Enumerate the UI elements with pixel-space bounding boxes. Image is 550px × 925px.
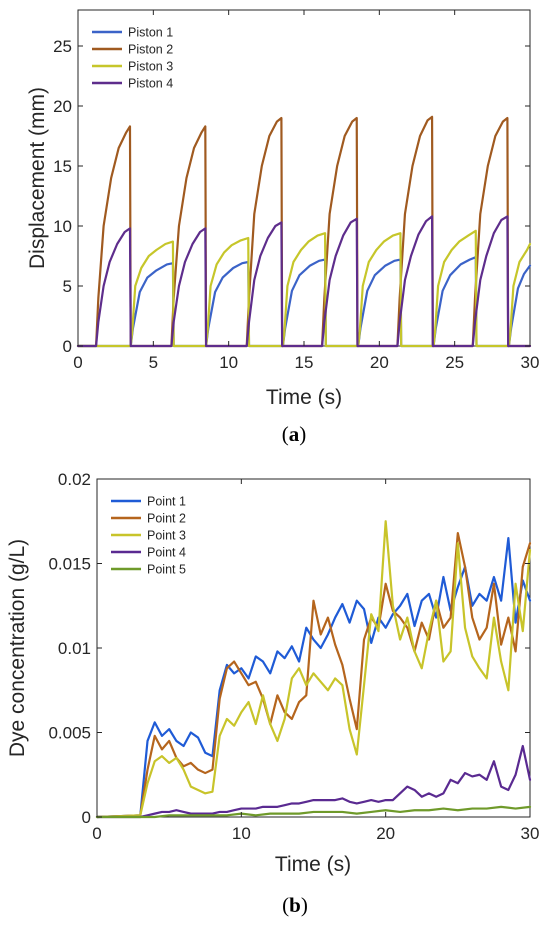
chart-a-y-tick-label: 0 <box>63 337 72 356</box>
chart-b: 0 10 20 30 0 0.005 0.01 0.015 0.02 Time (s) Dye… <box>6 470 539 917</box>
chart-b-y-tick-label: 0.01 <box>58 639 91 658</box>
chart-b-series-line-3 <box>95 520 532 819</box>
chart-b-x-ticks: 0 10 20 30 <box>92 479 539 843</box>
chart-a-x-tick-label: 10 <box>219 353 238 372</box>
chart-b-series-line-2 <box>95 531 532 819</box>
chart-a-x-axis-label: Time (s) <box>266 386 342 409</box>
chart-b-panel-label: (b) <box>282 893 308 917</box>
chart-b-x-tick-label: 0 <box>92 824 101 843</box>
chart-a-x-tick-label: 30 <box>521 353 540 372</box>
chart-b-panel-letter: b <box>289 893 301 917</box>
chart-b-x-tick-label: 30 <box>521 824 540 843</box>
chart-b-x-tick-label: 20 <box>376 824 395 843</box>
chart-b-legend-label-4: Point 4 <box>147 546 186 560</box>
chart-b-x-tick-label: 10 <box>232 824 251 843</box>
chart-b-series-line-4 <box>95 744 532 819</box>
chart-b-x-axis-label: Time (s) <box>275 853 351 876</box>
chart-a-legend-label-4: Piston 4 <box>128 77 173 91</box>
chart-b-legend-label-2: Point 2 <box>147 512 186 526</box>
chart-a-x-ticks: 0 5 10 15 20 25 30 <box>73 10 539 372</box>
chart-a-series-group <box>76 115 532 348</box>
chart-a-y-axis-label: Displacement (mm) <box>26 87 49 269</box>
chart-a-legend-label-3: Piston 3 <box>128 60 173 74</box>
chart-a-panel-letter: a <box>289 422 300 446</box>
chart-b-y-tick-label: 0 <box>82 808 91 827</box>
chart-a: 0 5 10 15 20 25 30 0 5 10 15 20 25 Time (s) Displac… <box>26 9 539 446</box>
chart-a-series-line-4 <box>76 215 532 348</box>
chart-b-legend-label-1: Point 1 <box>147 495 186 509</box>
chart-a-y-tick-label: 20 <box>53 97 72 116</box>
chart-b-y-tick-label: 0.015 <box>48 555 91 574</box>
chart-a-legend-label-2: Piston 2 <box>128 43 173 57</box>
chart-a-y-ticks: 0 5 10 15 20 25 <box>53 37 530 356</box>
chart-b-series-group <box>95 520 532 819</box>
chart-a-legend: Piston 1 Piston 2 Piston 3 Piston 4 <box>92 26 173 91</box>
chart-a-x-tick-label: 15 <box>295 353 314 372</box>
chart-a-legend-label-1: Piston 1 <box>128 26 173 40</box>
chart-a-series-line-3 <box>76 229 532 348</box>
chart-a-y-tick-label: 5 <box>63 277 72 296</box>
chart-b-legend-label-3: Point 3 <box>147 529 186 543</box>
chart-a-x-tick-label: 5 <box>149 353 158 372</box>
chart-a-y-tick-label: 15 <box>53 157 72 176</box>
chart-b-y-axis-label: Dye concentration (g/L) <box>6 539 29 757</box>
chart-b-legend: Point 1 Point 2 Point 3 Point 4 Point 5 <box>111 495 186 577</box>
chart-b-legend-label-5: Point 5 <box>147 563 186 577</box>
chart-a-plot-area <box>77 9 531 347</box>
chart-b-series-line-1 <box>95 537 532 819</box>
chart-a-y-tick-label: 10 <box>53 217 72 236</box>
chart-b-y-tick-label: 0.02 <box>58 470 91 489</box>
chart-b-y-tick-label: 0.005 <box>48 724 91 743</box>
chart-a-y-tick-label: 25 <box>53 37 72 56</box>
chart-b-series-line-5 <box>95 805 532 819</box>
chart-a-x-tick-label: 25 <box>445 353 464 372</box>
chart-a-x-tick-label: 0 <box>73 353 82 372</box>
chart-a-x-tick-label: 20 <box>370 353 389 372</box>
chart-a-panel-label: (a) <box>282 422 307 446</box>
chart-b-y-ticks: 0 0.005 0.01 0.015 0.02 <box>48 470 530 827</box>
